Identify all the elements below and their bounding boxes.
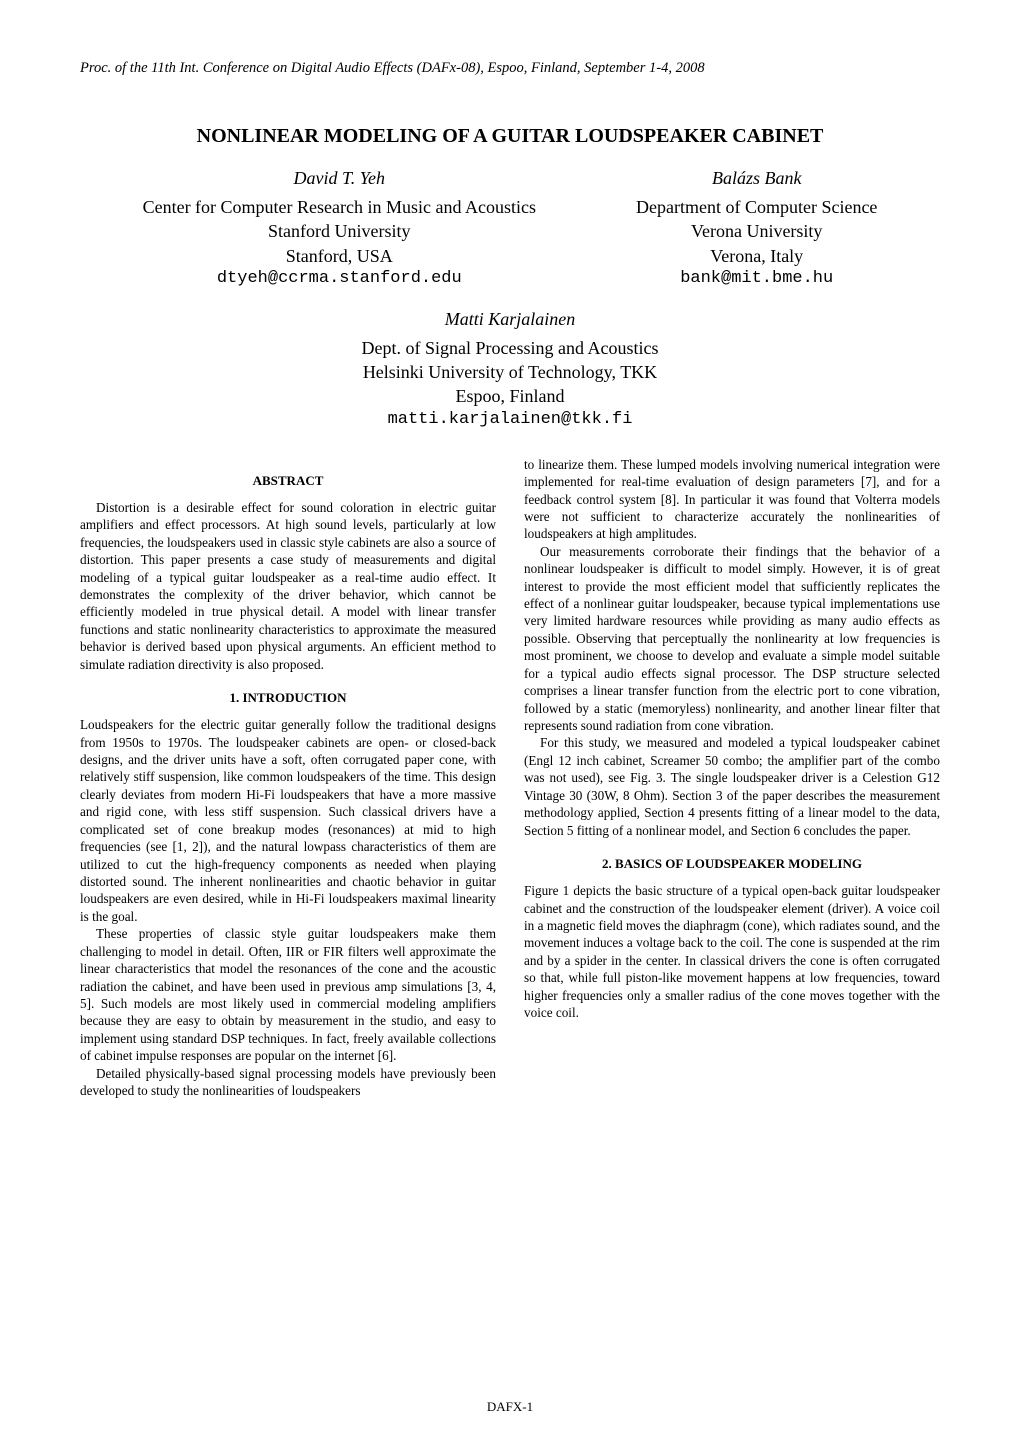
- affil-line: Stanford, USA: [143, 244, 536, 268]
- right-column: to linearize them. These lumped models i…: [524, 456, 940, 1100]
- page-footer: DAFX-1: [0, 1399, 1020, 1415]
- author-block-center: Matti Karjalainen Dept. of Signal Proces…: [80, 309, 940, 432]
- author-block-left: David T. Yeh Center for Computer Researc…: [143, 168, 536, 291]
- body-paragraph: Our measurements corroborate their findi…: [524, 543, 940, 735]
- affil-line: Department of Computer Science: [636, 195, 877, 219]
- author-email: matti.karjalainen@tkk.fi: [80, 409, 940, 432]
- author-name: Balázs Bank: [636, 168, 877, 189]
- affil-line: Verona, Italy: [636, 244, 877, 268]
- author-name: Matti Karjalainen: [80, 309, 940, 330]
- authors-row-top: David T. Yeh Center for Computer Researc…: [80, 168, 940, 291]
- affil-line: Center for Computer Research in Music an…: [143, 195, 536, 219]
- author-email: dtyeh@ccrma.stanford.edu: [143, 268, 536, 291]
- left-column: ABSTRACT Distortion is a desirable effec…: [80, 456, 496, 1100]
- affil-line: Verona University: [636, 219, 877, 243]
- intro-paragraph: Loudspeakers for the electric guitar gen…: [80, 716, 496, 925]
- basics-paragraph: Figure 1 depicts the basic structure of …: [524, 882, 940, 1021]
- author-affiliation: Center for Computer Research in Music an…: [143, 195, 536, 291]
- body-paragraph: For this study, we measured and modeled …: [524, 734, 940, 839]
- author-email: bank@mit.bme.hu: [636, 268, 877, 291]
- abstract-heading: ABSTRACT: [80, 472, 496, 489]
- intro-paragraph: These properties of classic style guitar…: [80, 925, 496, 1064]
- proceedings-header: Proc. of the 11th Int. Conference on Dig…: [80, 60, 940, 77]
- abstract-body: Distortion is a desirable effect for sou…: [80, 499, 496, 673]
- author-affiliation: Department of Computer Science Verona Un…: [636, 195, 877, 291]
- author-affiliation: Dept. of Signal Processing and Acoustics…: [80, 336, 940, 432]
- body-paragraph: to linearize them. These lumped models i…: [524, 456, 940, 543]
- affil-line: Stanford University: [143, 219, 536, 243]
- affil-line: Dept. of Signal Processing and Acoustics: [80, 336, 940, 360]
- affil-line: Espoo, Finland: [80, 384, 940, 408]
- paper-title: NONLINEAR MODELING OF A GUITAR LOUDSPEAK…: [80, 125, 940, 148]
- author-name: David T. Yeh: [143, 168, 536, 189]
- two-column-body: ABSTRACT Distortion is a desirable effec…: [80, 456, 940, 1100]
- basics-heading: 2. BASICS OF LOUDSPEAKER MODELING: [524, 855, 940, 872]
- intro-paragraph: Detailed physically-based signal process…: [80, 1065, 496, 1100]
- intro-heading: 1. INTRODUCTION: [80, 689, 496, 706]
- author-block-right: Balázs Bank Department of Computer Scien…: [636, 168, 877, 291]
- affil-line: Helsinki University of Technology, TKK: [80, 360, 940, 384]
